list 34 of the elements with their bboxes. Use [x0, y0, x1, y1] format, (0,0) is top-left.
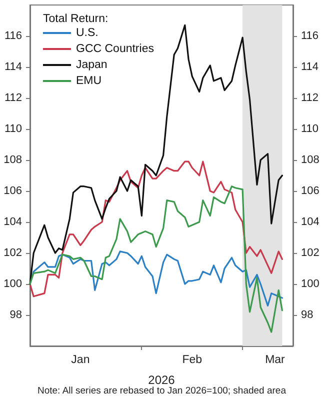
y-tick-label: 114	[4, 61, 22, 73]
x-tick-label: Jan	[71, 354, 90, 366]
legend-label: GCC Countries	[76, 43, 154, 55]
x-tick-label: Mar	[265, 354, 286, 366]
y-tick-label: 106	[4, 185, 22, 197]
y2-tick-label: 116	[301, 30, 319, 42]
y-tick-label: 100	[4, 278, 22, 290]
y-tick-label: 104	[4, 216, 22, 228]
x-tick-label: Feb	[182, 354, 202, 366]
y2-tick-label: 104	[301, 216, 320, 228]
legend-label: Japan	[76, 59, 108, 71]
y2-tick-label: 98	[301, 309, 314, 321]
x-axis-title: 2026	[148, 373, 176, 387]
y2-tick-label: 114	[301, 61, 319, 73]
line-series	[29, 160, 283, 298]
legend-label: U.S.	[76, 27, 98, 39]
y2-tick-label: 112	[301, 92, 319, 104]
y-tick-label: 98	[10, 309, 22, 321]
line-series	[29, 24, 283, 285]
y2-tick-label: 106	[301, 185, 320, 197]
line-series	[29, 186, 283, 333]
y2-tick-label: 110	[301, 123, 319, 135]
text: Note: All series are rebased to Jan 2026=100; shaded area	[37, 386, 287, 396]
y2-tick-label: 102	[301, 247, 320, 259]
y-tick-label: 116	[4, 30, 22, 42]
legend-label: EMU	[76, 75, 102, 87]
y2-tick-label: 108	[301, 154, 320, 166]
y-tick-label: 108	[4, 154, 22, 166]
y-tick-label: 110	[4, 123, 22, 135]
y-tick-label: 102	[4, 247, 22, 259]
legend-title: Total Return:	[43, 13, 108, 25]
line-series	[29, 250, 283, 306]
y-tick-label: 112	[4, 92, 22, 104]
y2-tick-label: 100	[301, 278, 320, 290]
